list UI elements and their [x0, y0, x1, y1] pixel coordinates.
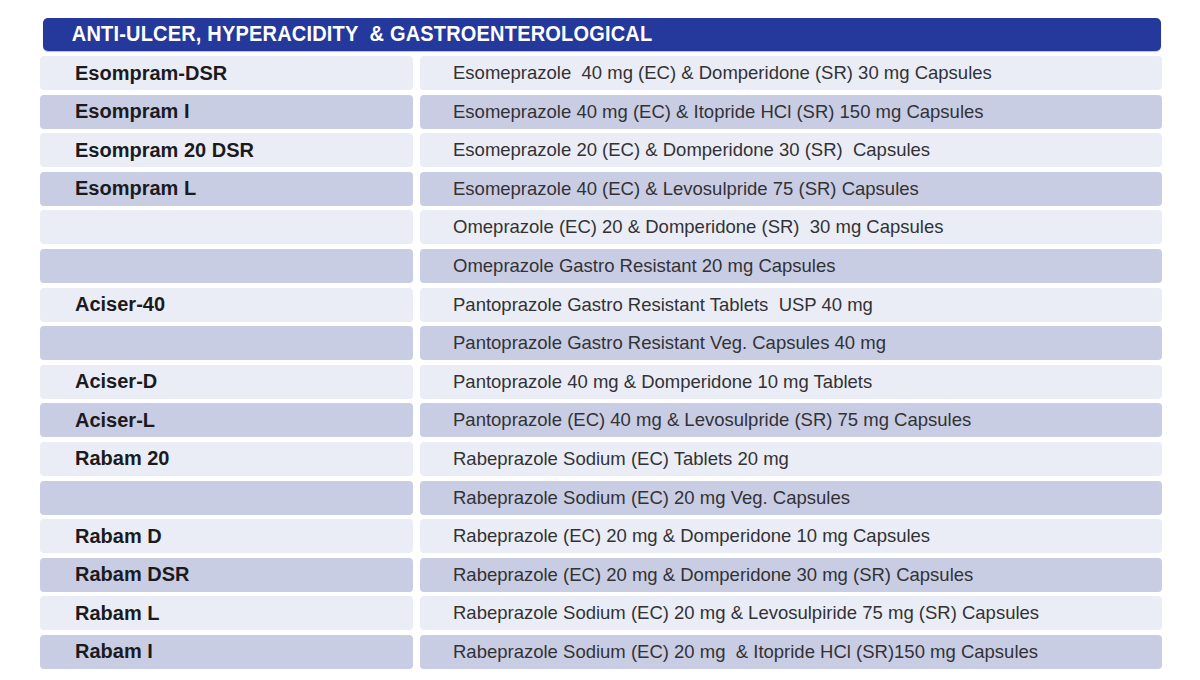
table-row: Omeprazole (EC) 20 & Domperidone (SR) 30…: [40, 210, 1162, 244]
composition-cell: Rabeprazole Sodium (EC) Tablets 20 mg: [420, 442, 1162, 476]
brand-name: Rabam DSR: [40, 563, 189, 586]
composition-cell: Esomeprazole 40 (EC) & Levosulpride 75 (…: [420, 172, 1162, 206]
brand-cell: Rabam I: [40, 635, 413, 669]
composition-cell: Rabeprazole (EC) 20 mg & Domperidone 30 …: [420, 558, 1162, 592]
composition-cell: Esomeprazole 40 mg (EC) & Itopride HCl (…: [420, 95, 1162, 129]
composition-text: Esomeprazole 20 (EC) & Domperidone 30 (S…: [420, 139, 930, 161]
table-row: Esompram-DSR Esomeprazole 40 mg (EC) & D…: [40, 56, 1162, 90]
composition-cell: Rabeprazole Sodium (EC) 20 mg & Itopride…: [420, 635, 1162, 669]
brand-cell: Esompram L: [40, 172, 413, 206]
brand-cell: Esompram-DSR: [40, 56, 413, 90]
composition-text: Esomeprazole 40 (EC) & Levosulpride 75 (…: [420, 178, 919, 200]
category-title: ANTI-ULCER, HYPERACIDITY & GASTROENTEROL…: [43, 22, 652, 47]
brand-name: Aciser-D: [40, 370, 157, 393]
composition-text: Pantoprazole Gastro Resistant Veg. Capsu…: [420, 332, 886, 354]
composition-cell: Pantoprazole Gastro Resistant Tablets US…: [420, 288, 1162, 322]
composition-text: Rabeprazole (EC) 20 mg & Domperidone 10 …: [420, 525, 930, 547]
table-row: Rabam 20 Rabeprazole Sodium (EC) Tablets…: [40, 442, 1162, 476]
composition-text: Pantoprazole 40 mg & Domperidone 10 mg T…: [420, 371, 872, 393]
composition-text: Rabeprazole Sodium (EC) Tablets 20 mg: [420, 448, 789, 470]
table-row: Omeprazole Gastro Resistant 20 mg Capsul…: [40, 249, 1162, 283]
brand-cell: Esompram I: [40, 95, 413, 129]
brand-cell: [40, 210, 413, 244]
brand-cell: Aciser-D: [40, 365, 413, 399]
composition-text: Omeprazole (EC) 20 & Domperidone (SR) 30…: [420, 216, 943, 238]
brand-cell: Esompram 20 DSR: [40, 133, 413, 167]
brand-name: Esompram L: [40, 177, 196, 200]
table-row: Rabeprazole Sodium (EC) 20 mg Veg. Capsu…: [40, 481, 1162, 515]
brand-name: Rabam L: [40, 602, 159, 625]
table-row: Esompram I Esomeprazole 40 mg (EC) & Ito…: [40, 95, 1162, 129]
composition-text: Rabeprazole Sodium (EC) 20 mg & Levosulp…: [420, 602, 1039, 624]
table-row: Rabam DSR Rabeprazole (EC) 20 mg & Dompe…: [40, 558, 1162, 592]
table-row: Aciser-D Pantoprazole 40 mg & Domperidon…: [40, 365, 1162, 399]
composition-cell: Pantoprazole Gastro Resistant Veg. Capsu…: [420, 326, 1162, 360]
brand-cell: [40, 249, 413, 283]
brand-name: Esompram 20 DSR: [40, 139, 254, 162]
table-row: Esompram 20 DSR Esomeprazole 20 (EC) & D…: [40, 133, 1162, 167]
brand-cell: [40, 326, 413, 360]
brand-cell: Rabam L: [40, 596, 413, 630]
composition-text: Rabeprazole Sodium (EC) 20 mg & Itopride…: [420, 641, 1038, 663]
table-row: Pantoprazole Gastro Resistant Veg. Capsu…: [40, 326, 1162, 360]
composition-cell: Omeprazole (EC) 20 & Domperidone (SR) 30…: [420, 210, 1162, 244]
composition-text: Pantoprazole Gastro Resistant Tablets US…: [420, 294, 873, 316]
category-header-bar: ANTI-ULCER, HYPERACIDITY & GASTROENTEROL…: [43, 18, 1161, 51]
brand-name: Aciser-40: [40, 293, 165, 316]
brand-cell: Aciser-40: [40, 288, 413, 322]
brand-cell: Rabam 20: [40, 442, 413, 476]
composition-cell: Pantoprazole (EC) 40 mg & Levosulpride (…: [420, 403, 1162, 437]
composition-text: Omeprazole Gastro Resistant 20 mg Capsul…: [420, 255, 836, 277]
composition-text: Esomeprazole 40 mg (EC) & Itopride HCl (…: [420, 101, 984, 123]
composition-text: Esomeprazole 40 mg (EC) & Domperidone (S…: [420, 62, 992, 84]
brand-name: Aciser-L: [40, 409, 155, 432]
table-row: Aciser-40 Pantoprazole Gastro Resistant …: [40, 288, 1162, 322]
composition-cell: Pantoprazole 40 mg & Domperidone 10 mg T…: [420, 365, 1162, 399]
table-row: Rabam D Rabeprazole (EC) 20 mg & Domperi…: [40, 519, 1162, 553]
composition-cell: Rabeprazole Sodium (EC) 20 mg Veg. Capsu…: [420, 481, 1162, 515]
product-list-page: ANTI-ULCER, HYPERACIDITY & GASTROENTEROL…: [0, 0, 1200, 680]
brand-name: Esompram-DSR: [40, 62, 227, 85]
table-row: Rabam I Rabeprazole Sodium (EC) 20 mg & …: [40, 635, 1162, 669]
brand-cell: [40, 481, 413, 515]
brand-cell: Rabam D: [40, 519, 413, 553]
brand-name: Rabam 20: [40, 447, 170, 470]
brand-name: Rabam D: [40, 525, 162, 548]
product-table: Esompram-DSR Esomeprazole 40 mg (EC) & D…: [40, 56, 1162, 674]
composition-text: Rabeprazole Sodium (EC) 20 mg Veg. Capsu…: [420, 487, 850, 509]
brand-name: Esompram I: [40, 100, 189, 123]
brand-cell: Rabam DSR: [40, 558, 413, 592]
composition-cell: Rabeprazole (EC) 20 mg & Domperidone 10 …: [420, 519, 1162, 553]
brand-name: Rabam I: [40, 640, 153, 663]
table-row: Esompram L Esomeprazole 40 (EC) & Levosu…: [40, 172, 1162, 206]
table-row: Rabam L Rabeprazole Sodium (EC) 20 mg & …: [40, 596, 1162, 630]
composition-cell: Omeprazole Gastro Resistant 20 mg Capsul…: [420, 249, 1162, 283]
brand-cell: Aciser-L: [40, 403, 413, 437]
composition-text: Pantoprazole (EC) 40 mg & Levosulpride (…: [420, 409, 971, 431]
table-row: Aciser-L Pantoprazole (EC) 40 mg & Levos…: [40, 403, 1162, 437]
composition-text: Rabeprazole (EC) 20 mg & Domperidone 30 …: [420, 564, 973, 586]
composition-cell: Esomeprazole 40 mg (EC) & Domperidone (S…: [420, 56, 1162, 90]
composition-cell: Rabeprazole Sodium (EC) 20 mg & Levosulp…: [420, 596, 1162, 630]
composition-cell: Esomeprazole 20 (EC) & Domperidone 30 (S…: [420, 133, 1162, 167]
